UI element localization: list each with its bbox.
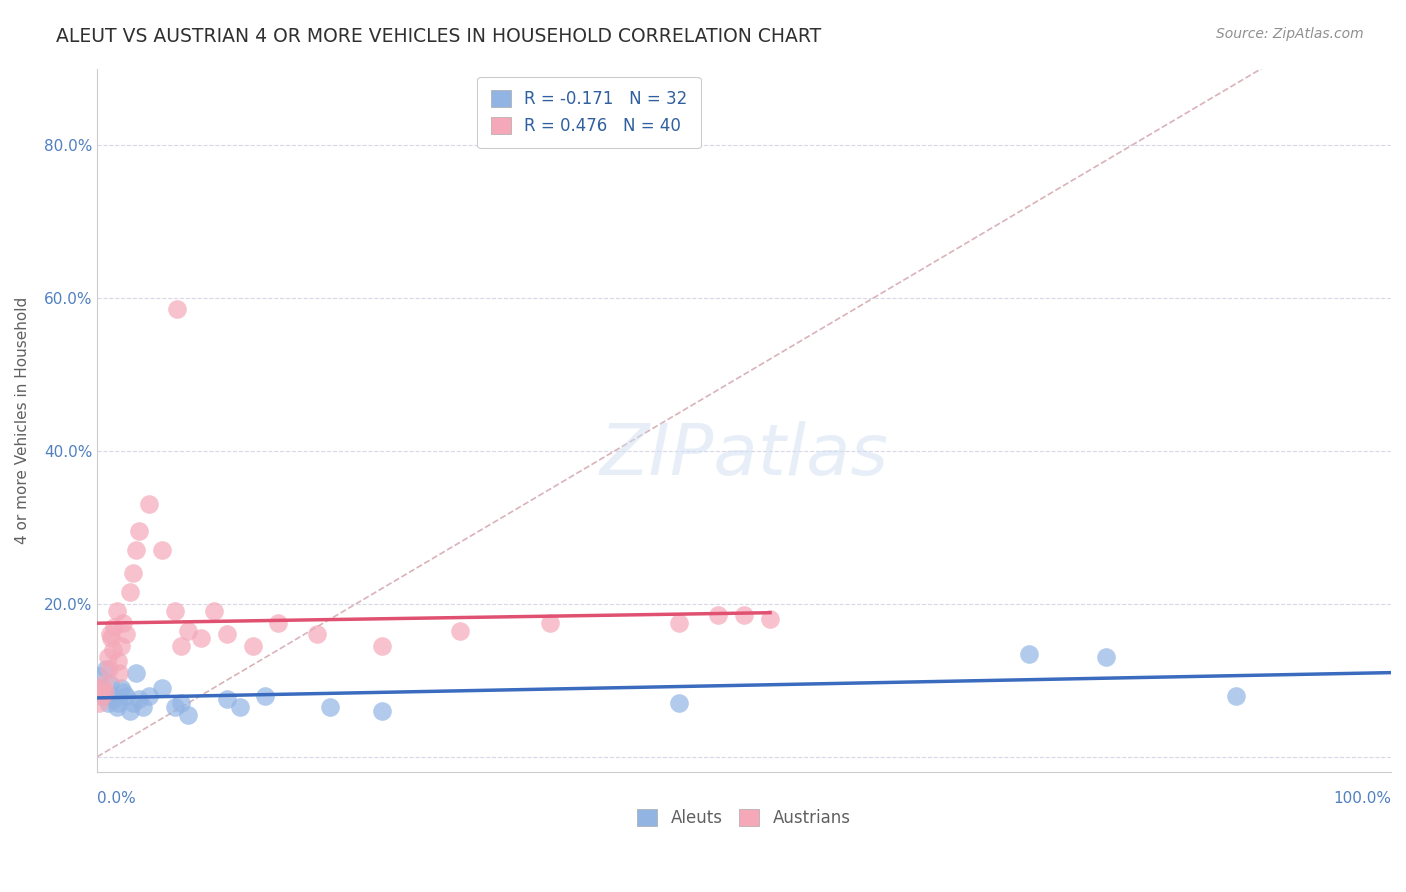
- Point: [101, 642, 124, 657]
- Point: [110, 639, 132, 653]
- Point: [371, 704, 394, 718]
- Point: [759, 612, 782, 626]
- Point: [371, 639, 394, 653]
- Point: [307, 627, 329, 641]
- Text: Source: ZipAtlas.com: Source: ZipAtlas.com: [1216, 27, 1364, 41]
- Point: [118, 704, 141, 718]
- Point: [122, 696, 145, 710]
- Point: [107, 654, 129, 668]
- Point: [449, 624, 471, 638]
- Point: [267, 615, 290, 630]
- Point: [114, 689, 136, 703]
- Point: [125, 665, 148, 680]
- Y-axis label: 4 or more Vehicles in Household: 4 or more Vehicles in Household: [15, 297, 30, 544]
- Point: [1018, 647, 1040, 661]
- Point: [319, 700, 342, 714]
- Point: [87, 669, 110, 683]
- Point: [105, 700, 128, 714]
- Point: [131, 700, 153, 714]
- Point: [87, 696, 110, 710]
- Point: [112, 615, 135, 630]
- Point: [166, 302, 188, 317]
- Point: [128, 692, 150, 706]
- Point: [107, 696, 129, 710]
- Point: [128, 524, 150, 538]
- Point: [228, 700, 250, 714]
- Point: [97, 650, 120, 665]
- Point: [150, 681, 173, 695]
- Legend: Aleuts, Austrians: Aleuts, Austrians: [631, 803, 858, 834]
- Text: 0.0%: 0.0%: [97, 790, 136, 805]
- Point: [254, 689, 277, 703]
- Point: [668, 696, 690, 710]
- Point: [1095, 650, 1118, 665]
- Point: [242, 639, 264, 653]
- Point: [163, 700, 186, 714]
- Point: [90, 681, 112, 695]
- Point: [112, 685, 135, 699]
- Point: [97, 662, 120, 676]
- Point: [98, 677, 121, 691]
- Point: [215, 692, 238, 706]
- Text: ALEUT VS AUSTRIAN 4 OR MORE VEHICLES IN HOUSEHOLD CORRELATION CHART: ALEUT VS AUSTRIAN 4 OR MORE VEHICLES IN …: [56, 27, 821, 45]
- Point: [100, 631, 122, 645]
- Point: [96, 662, 118, 676]
- Point: [122, 566, 145, 581]
- Point: [1225, 689, 1247, 703]
- Point: [97, 696, 120, 710]
- Text: ZIPatlas: ZIPatlas: [599, 421, 889, 490]
- Point: [170, 639, 193, 653]
- Point: [733, 608, 755, 623]
- Point: [91, 689, 114, 703]
- Point: [94, 685, 117, 699]
- Point: [108, 665, 131, 680]
- Point: [93, 677, 115, 691]
- Point: [138, 689, 160, 703]
- Point: [668, 615, 690, 630]
- Point: [177, 707, 200, 722]
- Point: [163, 604, 186, 618]
- Point: [177, 624, 200, 638]
- Point: [215, 627, 238, 641]
- Point: [150, 543, 173, 558]
- Point: [190, 631, 212, 645]
- Text: 100.0%: 100.0%: [1333, 790, 1391, 805]
- Point: [538, 615, 561, 630]
- Point: [170, 696, 193, 710]
- Point: [90, 681, 112, 695]
- Point: [105, 604, 128, 618]
- Point: [103, 692, 125, 706]
- Point: [707, 608, 730, 623]
- Point: [98, 627, 121, 641]
- Point: [101, 689, 124, 703]
- Point: [118, 585, 141, 599]
- Point: [138, 497, 160, 511]
- Point: [103, 620, 125, 634]
- Point: [110, 681, 132, 695]
- Point: [125, 543, 148, 558]
- Point: [202, 604, 225, 618]
- Point: [93, 689, 115, 703]
- Point: [114, 627, 136, 641]
